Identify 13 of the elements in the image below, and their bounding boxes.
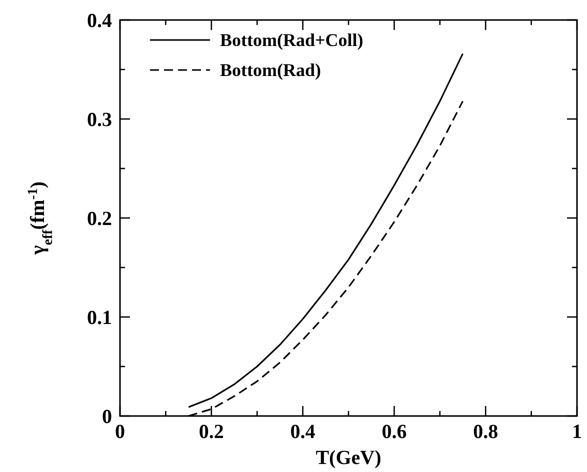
y-tick-label: 0: [102, 406, 112, 428]
y-tick-label: 0.2: [87, 208, 112, 230]
y-tick-label: 0.4: [87, 10, 112, 32]
legend-label: Bottom(Rad): [220, 60, 321, 80]
x-tick-label: 1: [572, 421, 582, 443]
x-tick-label: 0.8: [473, 421, 498, 443]
y-tick-label: 0.1: [87, 307, 112, 329]
x-axis-title: T(GeV): [316, 447, 382, 469]
legend-label: Bottom(Rad+Coll): [220, 30, 364, 50]
x-tick-label: 0.6: [382, 421, 407, 443]
x-tick-label: 0.4: [290, 421, 316, 443]
y-tick-label: 0.3: [87, 109, 112, 131]
x-tick-label: 0.2: [198, 421, 224, 443]
